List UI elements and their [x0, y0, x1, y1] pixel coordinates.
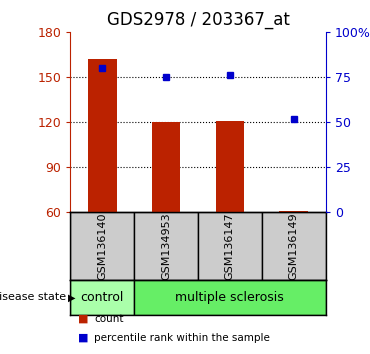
Text: ■: ■ — [78, 314, 88, 324]
Bar — [134, 212, 198, 280]
Title: GDS2978 / 203367_at: GDS2978 / 203367_at — [107, 11, 289, 29]
Bar — [262, 212, 326, 280]
Bar — [134, 280, 326, 315]
Text: multiple sclerosis: multiple sclerosis — [175, 291, 284, 304]
Text: GSM136147: GSM136147 — [225, 212, 235, 280]
Text: count: count — [94, 314, 124, 324]
Bar — [215, 121, 244, 212]
Bar — [70, 280, 134, 315]
Text: GSM134953: GSM134953 — [161, 212, 171, 280]
Bar — [279, 211, 308, 212]
Text: disease state: disease state — [0, 292, 67, 302]
Bar — [152, 122, 181, 212]
Text: ■: ■ — [78, 333, 88, 343]
Text: GSM136149: GSM136149 — [289, 212, 299, 280]
Text: ▶: ▶ — [68, 292, 76, 302]
Text: percentile rank within the sample: percentile rank within the sample — [94, 333, 270, 343]
Bar — [198, 212, 262, 280]
Bar — [70, 212, 134, 280]
Bar — [88, 59, 117, 212]
Text: GSM136140: GSM136140 — [97, 212, 107, 280]
Text: control: control — [81, 291, 124, 304]
